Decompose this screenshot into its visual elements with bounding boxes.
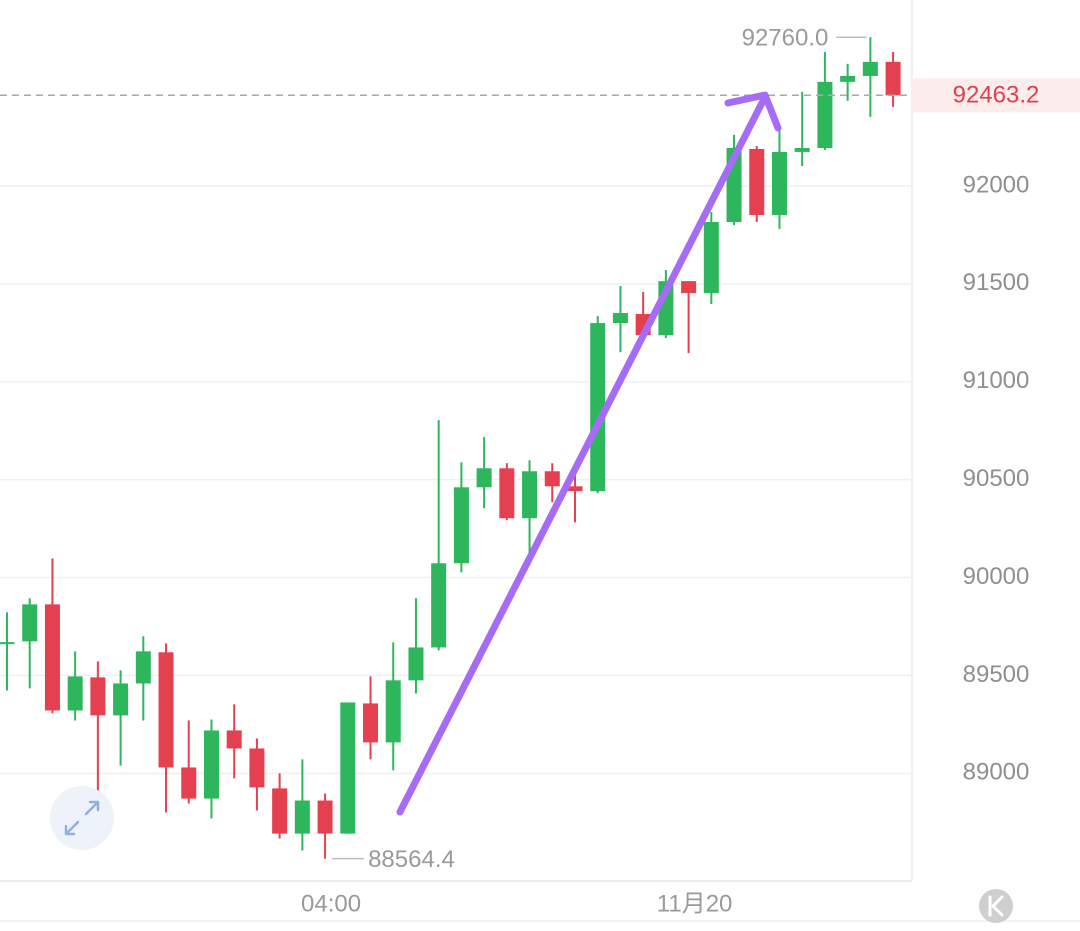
candle-body bbox=[749, 148, 765, 215]
candle-body bbox=[817, 81, 833, 149]
candle-body bbox=[158, 652, 174, 768]
candle-body bbox=[90, 677, 106, 716]
candle-body bbox=[226, 730, 242, 749]
candle-body bbox=[249, 748, 265, 788]
expand-circle[interactable] bbox=[50, 786, 114, 850]
y-tick-label: 90000 bbox=[963, 563, 1030, 590]
candle-body bbox=[453, 487, 469, 564]
candles bbox=[0, 37, 901, 859]
candle-body bbox=[203, 730, 219, 799]
y-tick-label: 92000 bbox=[963, 171, 1030, 198]
candle-body bbox=[681, 281, 697, 294]
candle-body bbox=[567, 486, 583, 492]
y-tick-label: 89000 bbox=[963, 759, 1030, 786]
candle-body bbox=[590, 323, 606, 492]
candle-body bbox=[385, 680, 401, 743]
high-marker-label: 92760.0 bbox=[742, 25, 829, 52]
candle-body bbox=[340, 702, 356, 834]
kline-icon[interactable] bbox=[988, 895, 1004, 917]
candle-body bbox=[67, 676, 83, 711]
candle-body bbox=[408, 647, 424, 681]
trend-arrow bbox=[396, 91, 782, 816]
candle-body bbox=[544, 471, 560, 487]
x-tick-label: 04:00 bbox=[301, 890, 361, 917]
y-tick-label: 91500 bbox=[963, 269, 1030, 296]
candle-body bbox=[113, 683, 129, 716]
candle-body bbox=[44, 604, 60, 711]
candle-body bbox=[612, 313, 628, 324]
candle-body bbox=[885, 61, 901, 96]
x-tick-label: 11月20 bbox=[657, 890, 733, 917]
kline-button[interactable] bbox=[979, 889, 1013, 923]
candle-body bbox=[294, 800, 310, 834]
low-marker-label: 88564.4 bbox=[368, 846, 455, 873]
candle-body bbox=[431, 563, 447, 648]
candle-body bbox=[840, 75, 856, 82]
candle-body bbox=[317, 800, 333, 834]
candle-body bbox=[703, 222, 719, 294]
last-price-tag bbox=[912, 78, 1080, 113]
candle-body bbox=[272, 788, 288, 834]
candle-body bbox=[363, 703, 379, 743]
expand-button[interactable] bbox=[50, 786, 114, 850]
kline-circle[interactable] bbox=[979, 889, 1013, 923]
overlay: 92463.2 92760.0 88564.4 bbox=[0, 25, 1080, 873]
candle-body bbox=[0, 642, 15, 645]
candle-body bbox=[794, 148, 810, 152]
candle-body bbox=[476, 468, 492, 488]
candle-body bbox=[181, 767, 197, 799]
arrow-head bbox=[724, 91, 782, 132]
y-tick-label: 90500 bbox=[963, 465, 1030, 492]
arrow-shaft bbox=[396, 93, 769, 816]
candle-body bbox=[499, 468, 515, 519]
candle-body bbox=[522, 471, 538, 519]
y-tick-label: 89500 bbox=[963, 661, 1030, 688]
expand-icon[interactable] bbox=[64, 800, 100, 836]
grid: 89000 89500 90000 90500 91000 91500 92000 04:00… bbox=[0, 171, 1029, 917]
y-tick-label: 91000 bbox=[963, 367, 1030, 394]
candle-body bbox=[862, 61, 878, 76]
candle-body bbox=[22, 604, 38, 642]
candle-body bbox=[135, 651, 151, 684]
candle-body bbox=[771, 151, 787, 215]
last-price-label: 92463.2 bbox=[953, 82, 1040, 109]
